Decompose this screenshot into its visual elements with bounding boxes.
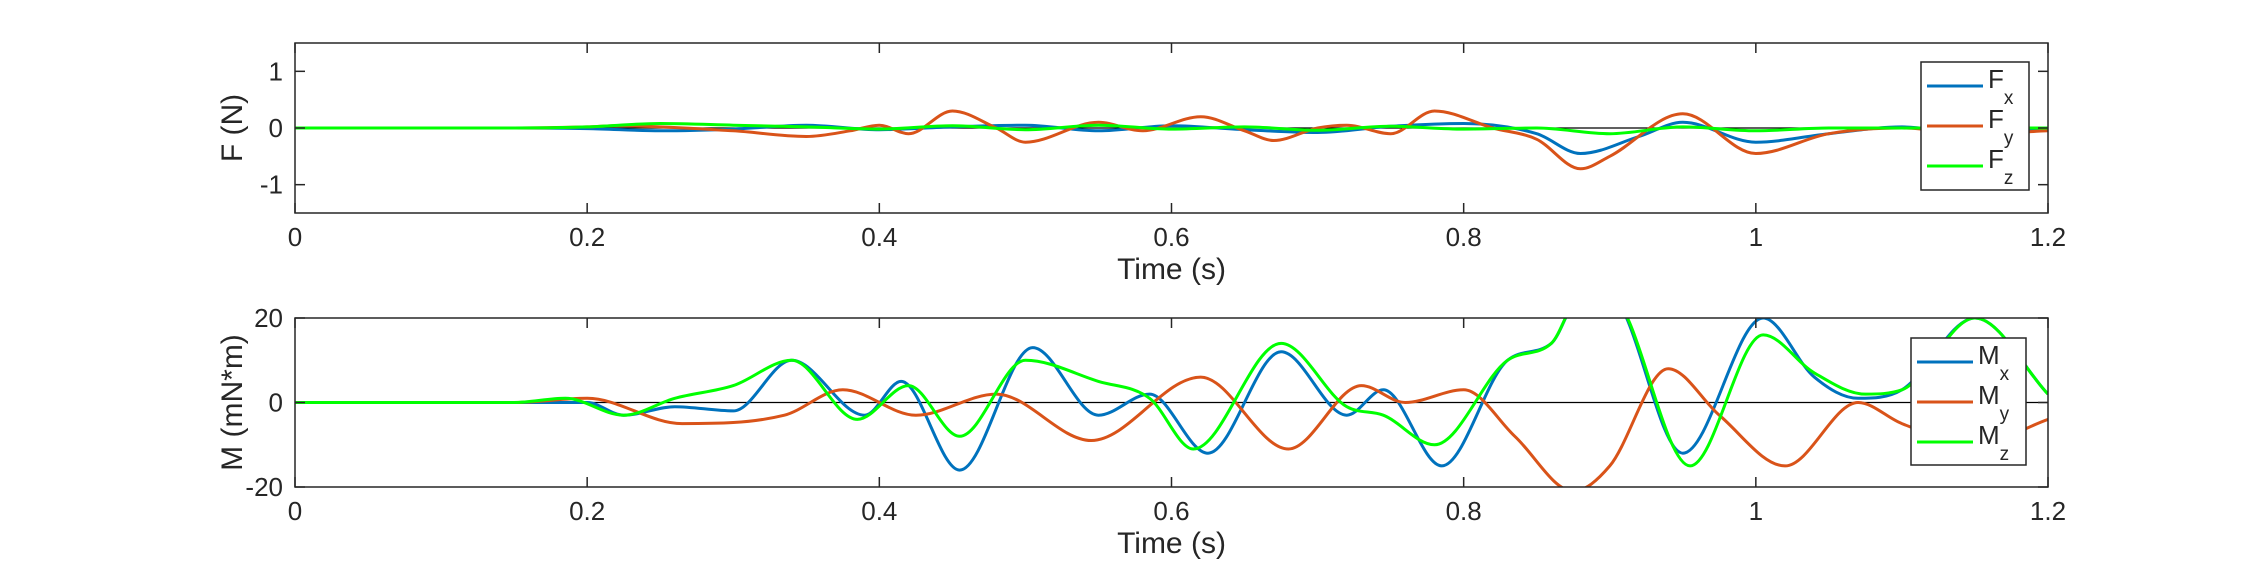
x-tick-label: 0.4 [861, 222, 897, 252]
x-tick-label: 0.6 [1153, 222, 1189, 252]
series-line-mz [295, 318, 2048, 468]
legend-label-subscript: y [2004, 128, 2014, 149]
legend-label-subscript: x [2004, 88, 2014, 109]
x-tick-label: 1.2 [2030, 222, 2066, 252]
x-tick-label: 1 [1749, 496, 1763, 526]
y-axis-label: M (mN*m) [216, 334, 249, 471]
legend-label-subscript: z [2000, 444, 2010, 465]
y-tick-label: -20 [245, 472, 283, 502]
legend-label-subscript: y [2000, 404, 2010, 425]
x-axis-label: Time (s) [1117, 253, 1226, 286]
y-tick-label: -1 [260, 170, 283, 200]
y-tick-label: 0 [269, 388, 283, 418]
x-tick-label: 0 [288, 222, 302, 252]
x-axis-label: Time (s) [1117, 527, 1226, 560]
x-tick-label: 0.2 [569, 222, 605, 252]
series-line-fz [295, 122, 2048, 136]
legend-label-subscript: x [2000, 364, 2010, 385]
x-tick-label: 0 [288, 496, 302, 526]
x-tick-label: 0.2 [569, 496, 605, 526]
y-tick-label: 1 [269, 56, 283, 86]
legend-label-subscript: z [2004, 168, 2014, 189]
x-tick-label: 0.8 [1446, 496, 1482, 526]
y-tick-label: 0 [269, 113, 283, 143]
x-tick-label: 0.4 [861, 496, 897, 526]
x-tick-label: 0.6 [1153, 496, 1189, 526]
y-axis-label: F (N) [216, 94, 249, 162]
x-tick-label: 1 [1749, 222, 1763, 252]
x-tick-label: 0.8 [1446, 222, 1482, 252]
y-tick-label: 20 [254, 303, 283, 333]
x-tick-label: 1.2 [2030, 496, 2066, 526]
